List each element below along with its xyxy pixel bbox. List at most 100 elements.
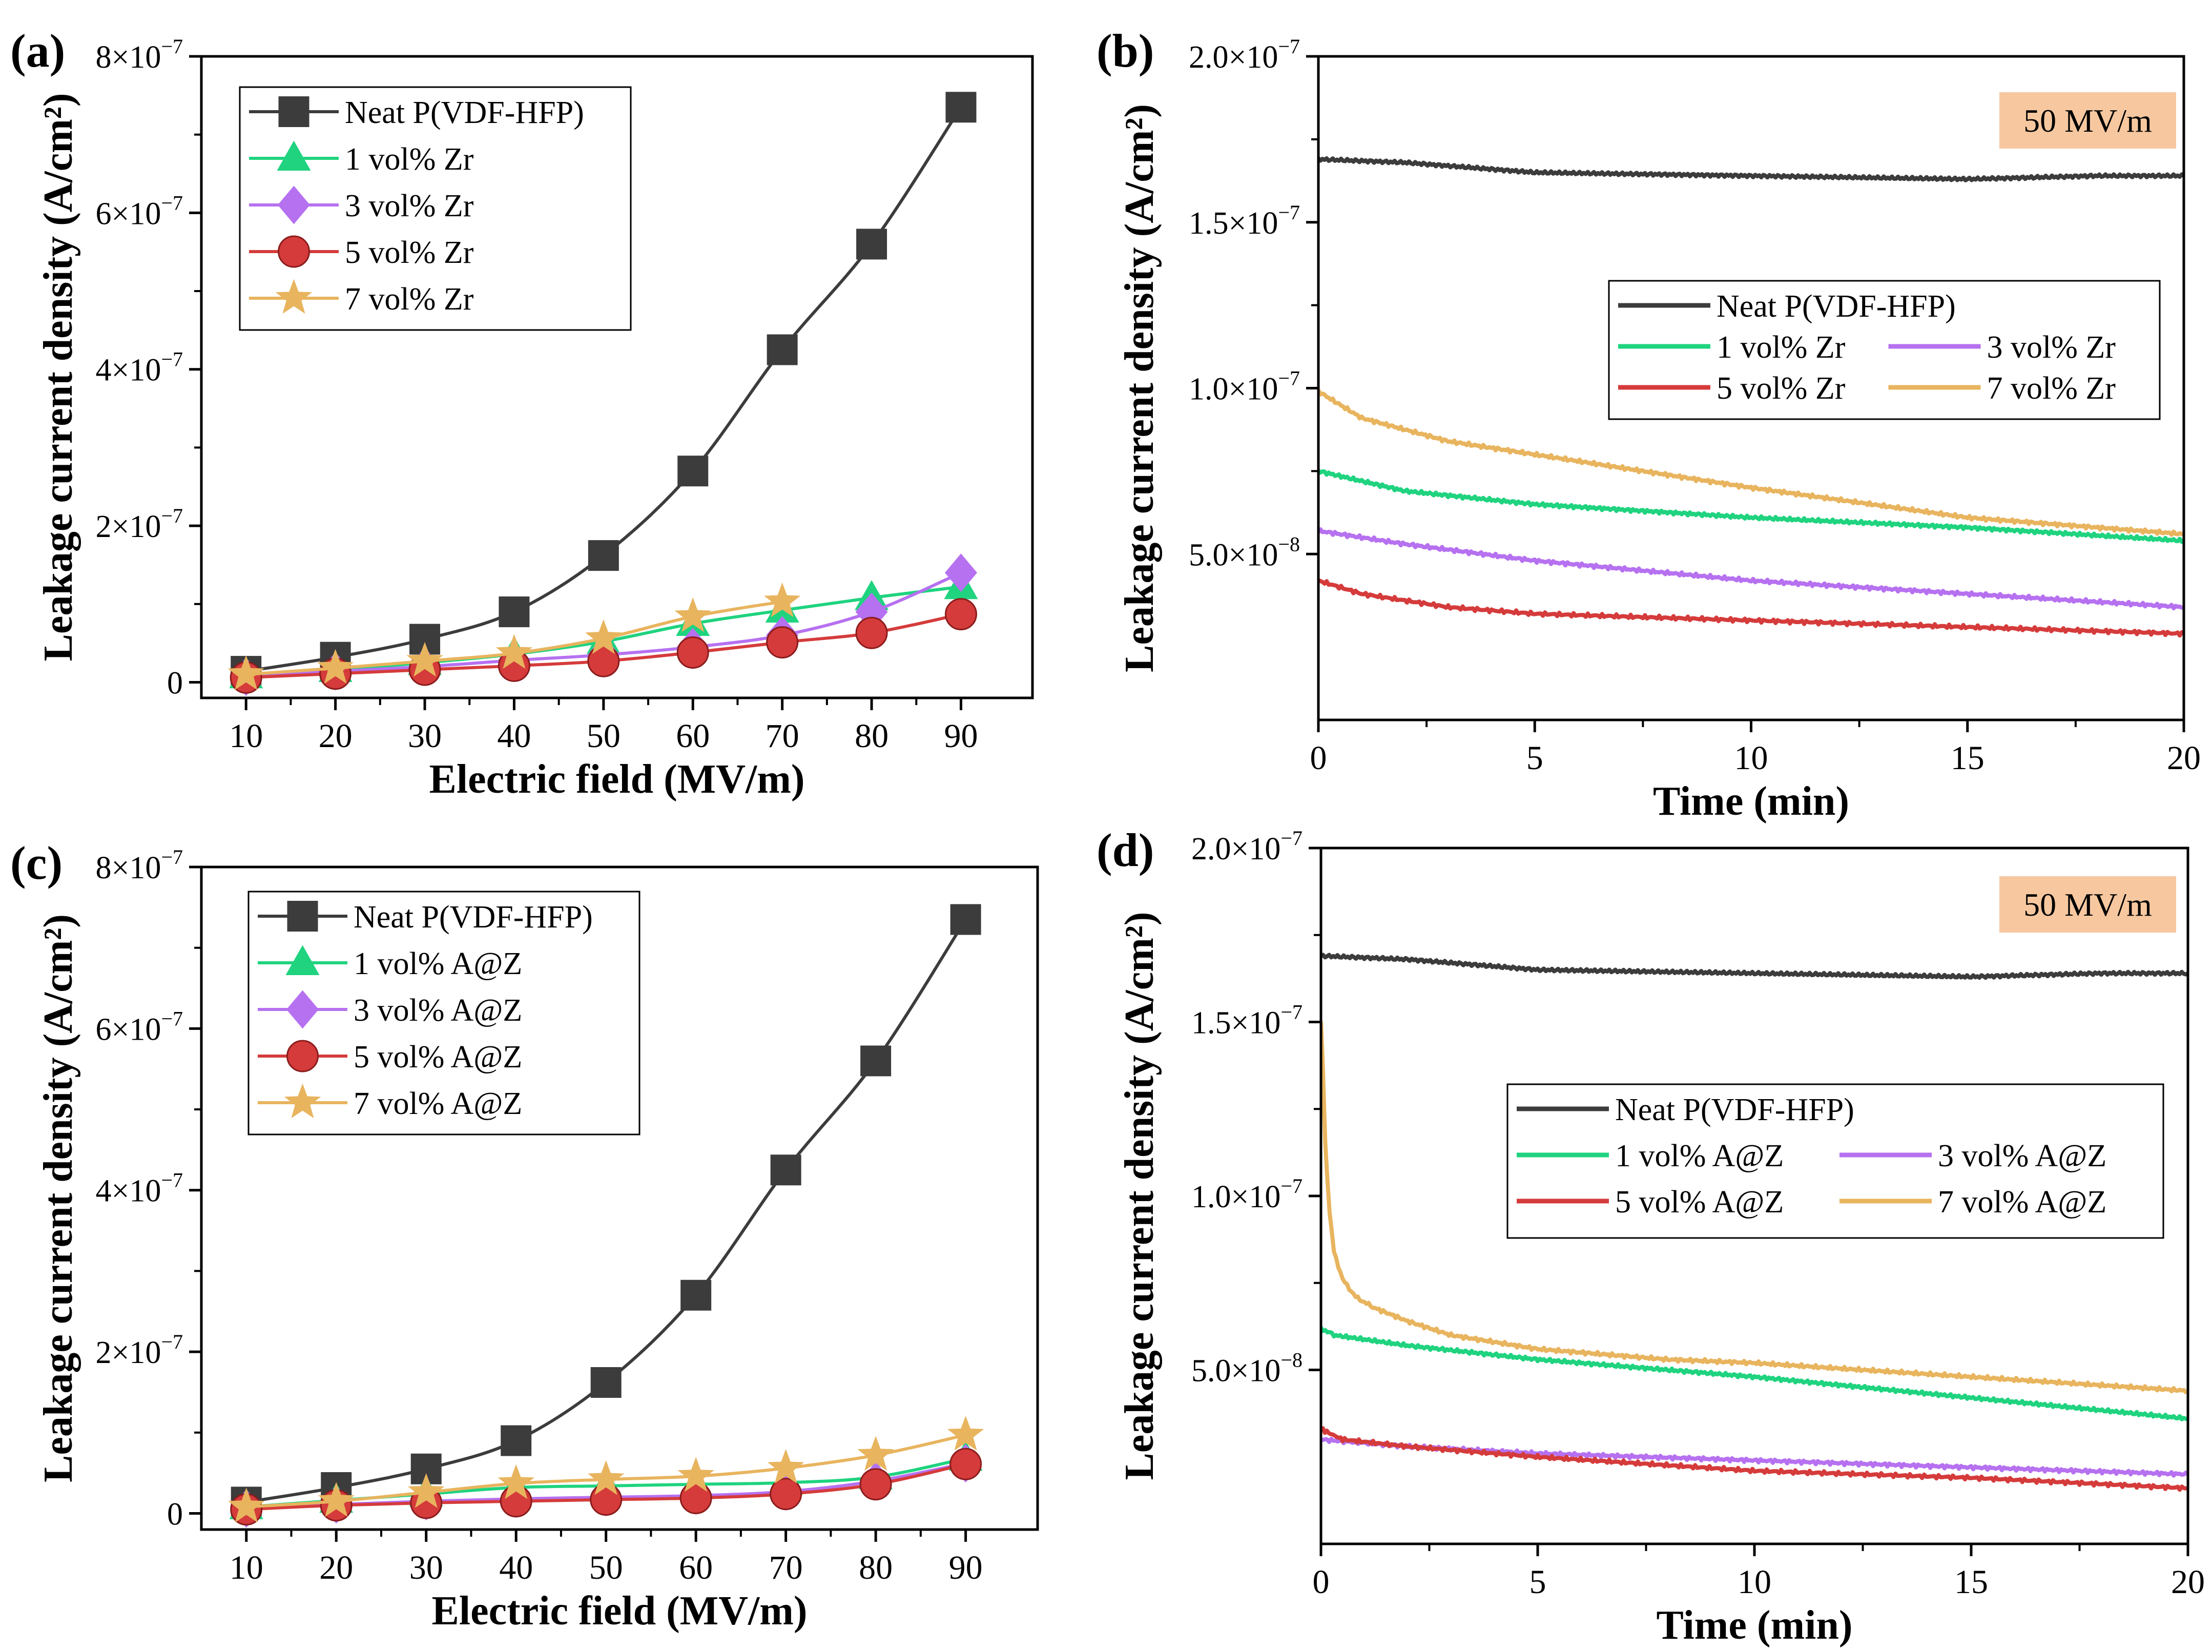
x-tick-label: 15 [1954,1563,1988,1601]
y-tick-exponent: −7 [161,191,183,214]
legend-label: Neat P(VDF-HFP) [1717,289,1956,324]
y-tick-mantissa: 2.0×10 [1191,832,1280,866]
data-point [588,1460,625,1495]
annotation-box [1999,92,2176,149]
y-tick-label: 2.0×10−7 [1189,35,1300,75]
y-tick-exponent: −7 [161,35,183,58]
y-tick-exponent: −7 [161,504,183,527]
y-axis-label: Leakage current density (A/cm²) [1117,912,1162,1480]
y-tick-exponent: −8 [1280,1349,1303,1372]
series-line [1321,1326,2188,1421]
y-tick-label: 2.0×10−7 [1191,827,1303,866]
x-tick-label: 50 [589,1549,623,1586]
y-tick-exponent: −7 [1278,35,1300,58]
y-tick-mantissa: 1.5×10 [1189,206,1278,241]
legend-marker [275,279,313,314]
series-zr5 [1321,1426,2188,1492]
x-tick-label: 80 [859,1549,893,1586]
data-point [495,634,533,669]
x-tick-label: 80 [855,717,888,755]
series-zr1 [1318,469,2184,544]
legend: Neat P(VDF-HFP) 1 vol% Zr 3 vol% Zr 5 vol% … [239,86,632,331]
data-point [770,1154,801,1186]
legend-box [1506,1083,2164,1239]
x-tick-label: 10 [1738,1563,1771,1601]
legend-label: 5 vol% A@Z [1615,1185,1784,1220]
legend: Neat P(VDF-HFP) 1 vol% A@Z 3 vol% A@Z 5 vol… [1506,1083,2164,1239]
data-point [408,1473,445,1508]
data-point [674,597,711,632]
y-tick-label: 1.5×10−7 [1191,1001,1303,1041]
x-tick-label: 40 [497,717,531,755]
data-point [677,1457,714,1492]
y-tick-mantissa: 2×10 [95,1335,161,1370]
data-point [945,92,977,123]
annotation-text: 50 MV/m [2023,886,2152,923]
data-point [944,553,977,592]
data-point [950,904,981,935]
data-point [944,598,977,631]
data-point [587,645,620,677]
x-tick-label: 60 [679,1549,713,1586]
legend-label: 5 vol% Zr [345,235,474,270]
y-tick-mantissa: 6×10 [95,1012,161,1047]
data-point [585,619,622,654]
data-point [317,649,354,684]
y-tick-label: 1.0×10−7 [1191,1174,1303,1214]
y-tick-exponent: −7 [161,845,183,869]
legend-label: 7 vol% Zr [1987,371,2116,406]
y-tick-label: 2×10−7 [95,504,183,544]
legend-label: 1 vol% Zr [1717,330,1846,365]
x-tick-label: 20 [319,717,353,755]
data-point [860,1045,892,1077]
data-point [766,626,799,659]
legend: Neat P(VDF-HFP) 1 vol% Zr 3 vol% Zr 5 vol% … [1608,280,2161,420]
y-tick-label: 0 [167,1497,183,1532]
data-point [947,1416,984,1451]
y-tick-exponent: −7 [1280,1174,1303,1197]
series-zr7 [1321,1021,2188,1394]
y-tick-mantissa: 4×10 [95,1174,161,1209]
y-axis-label: Leakage current density (A/cm²) [36,914,81,1482]
legend-label: 3 vol% Zr [1987,330,2116,365]
data-point [855,616,888,649]
y-tick-mantissa: 0 [167,666,183,700]
y-tick-label: 1.0×10−7 [1189,367,1300,407]
legend-label: Neat P(VDF-HFP) [354,900,593,935]
x-tick-label: 10 [1734,739,1768,777]
legend-label: 1 vol% A@Z [354,946,522,981]
plot-frame [200,865,1039,1531]
y-tick-exponent: −7 [161,1007,183,1030]
y-tick-mantissa: 4×10 [95,353,161,388]
series-line [1318,469,2184,544]
y-tick-exponent: −7 [161,1330,183,1353]
y-tick-mantissa: 0 [167,1497,183,1532]
legend-label: 1 vol% Zr [345,142,474,177]
series-line [1321,953,2188,980]
data-point [590,1483,623,1516]
legend-label: 1 vol% A@Z [1615,1139,1784,1173]
data-point [228,655,264,690]
legend-label: 3 vol% Zr [345,189,474,223]
legend-label: 3 vol% A@Z [1938,1139,2106,1173]
y-tick-label: 5.0×10−8 [1189,532,1300,572]
plot-frame [200,55,1034,699]
legend-label: 7 vol% A@Z [354,1086,522,1121]
data-point [859,1468,892,1501]
y-tick-exponent: −7 [161,348,183,371]
y-tick-exponent: −7 [161,1169,183,1192]
x-tick-label: 20 [2167,739,2201,777]
annotation-text: 50 MV/m [2023,102,2152,139]
chart-d: (d)0 5 10 15 205.0×10−81.0×10−71.5×10−72.0×1… [1097,824,2205,1648]
x-tick-label: 15 [1951,739,1984,777]
y-tick-exponent: −7 [1278,367,1300,390]
data-point [318,1482,355,1517]
y-tick-exponent: −7 [1280,827,1303,850]
legend-label: Neat P(VDF-HFP) [1615,1092,1854,1127]
y-tick-mantissa: 5.0×10 [1191,1354,1280,1389]
x-tick-label: 20 [2171,1563,2205,1601]
legend-marker [287,901,318,932]
legend-marker [278,235,310,268]
panel-label: (d) [1097,824,1154,876]
data-point [768,1449,804,1484]
